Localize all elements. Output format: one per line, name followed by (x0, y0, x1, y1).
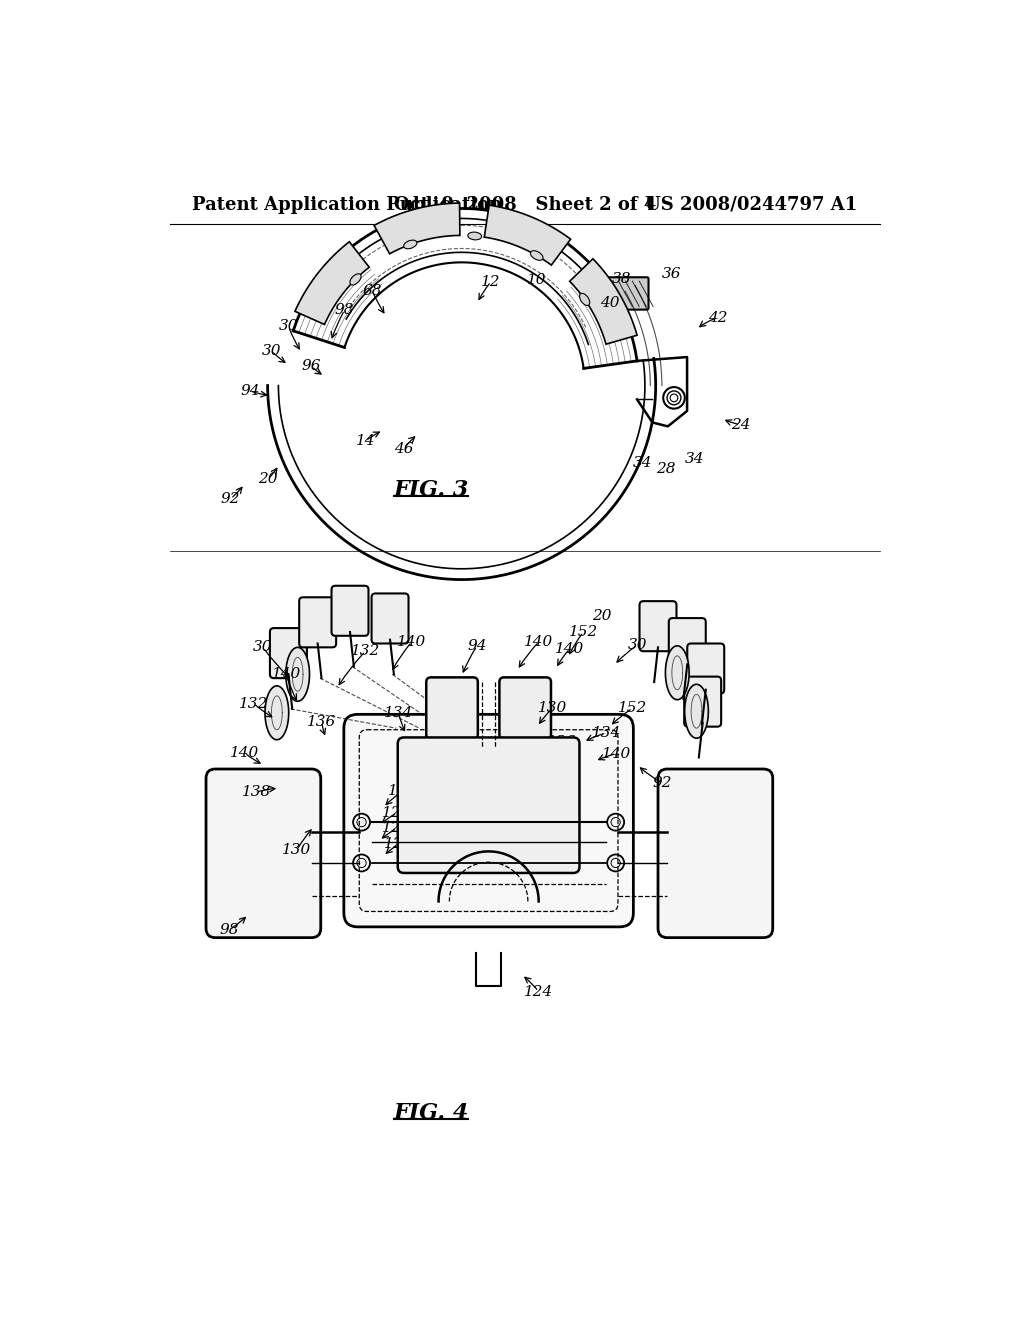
Text: 130: 130 (538, 701, 567, 715)
Ellipse shape (350, 273, 361, 285)
Text: 152: 152 (617, 701, 647, 715)
Text: 122: 122 (472, 826, 502, 841)
Text: 30: 30 (628, 638, 647, 652)
Text: 42: 42 (708, 310, 727, 325)
FancyBboxPatch shape (669, 618, 706, 668)
Text: 120: 120 (388, 784, 417, 799)
FancyBboxPatch shape (500, 677, 551, 739)
Text: 120: 120 (467, 808, 497, 821)
Text: 12: 12 (481, 275, 501, 289)
Text: 136: 136 (547, 735, 577, 748)
Text: 140: 140 (271, 668, 301, 681)
FancyBboxPatch shape (684, 677, 721, 726)
Text: FIG. 4: FIG. 4 (393, 1102, 469, 1125)
Text: 68: 68 (362, 284, 382, 298)
Polygon shape (685, 684, 709, 738)
Polygon shape (484, 205, 570, 265)
Text: 140: 140 (602, 747, 631, 760)
Text: 128: 128 (382, 821, 412, 836)
Text: 152: 152 (568, 624, 598, 639)
Text: 24: 24 (731, 418, 751, 432)
Polygon shape (265, 686, 289, 739)
Text: 126: 126 (476, 850, 506, 865)
Text: 136: 136 (307, 715, 336, 729)
Text: 10: 10 (527, 273, 547, 286)
Text: 30: 30 (279, 319, 298, 333)
Ellipse shape (580, 293, 590, 305)
Text: FIG. 3: FIG. 3 (393, 479, 469, 500)
Text: 94: 94 (467, 639, 486, 653)
Text: 132: 132 (240, 697, 268, 710)
Ellipse shape (468, 232, 481, 240)
Text: 40: 40 (600, 296, 620, 310)
Text: 30: 30 (262, 345, 282, 358)
Ellipse shape (403, 240, 417, 248)
Ellipse shape (530, 251, 543, 260)
Text: 140: 140 (555, 642, 584, 656)
Text: 134: 134 (384, 706, 413, 719)
Text: 36: 36 (662, 267, 681, 281)
Text: 138: 138 (242, 785, 270, 799)
Text: 98: 98 (219, 923, 239, 937)
FancyBboxPatch shape (206, 770, 321, 937)
Text: 20: 20 (592, 609, 611, 623)
FancyBboxPatch shape (601, 277, 648, 310)
Text: 20: 20 (258, 473, 278, 487)
FancyBboxPatch shape (687, 644, 724, 693)
Text: 94: 94 (241, 384, 260, 397)
Text: 140: 140 (524, 635, 553, 649)
FancyBboxPatch shape (426, 677, 478, 739)
FancyBboxPatch shape (332, 586, 369, 636)
Text: US 2008/0244797 A1: US 2008/0244797 A1 (645, 195, 857, 214)
Polygon shape (374, 203, 460, 253)
Polygon shape (295, 242, 370, 325)
Text: 126: 126 (384, 837, 413, 851)
Text: 38: 38 (612, 272, 632, 286)
Polygon shape (666, 645, 689, 700)
Text: 134: 134 (592, 726, 621, 739)
Text: 14: 14 (355, 434, 375, 447)
FancyBboxPatch shape (299, 597, 336, 647)
FancyBboxPatch shape (344, 714, 634, 927)
FancyBboxPatch shape (397, 738, 580, 873)
Text: 30: 30 (253, 640, 272, 655)
Text: 34: 34 (633, 457, 652, 470)
FancyBboxPatch shape (270, 628, 307, 678)
Text: 122: 122 (382, 807, 412, 820)
Text: 92: 92 (221, 492, 241, 506)
Text: 130: 130 (283, 843, 311, 857)
Text: 124: 124 (524, 985, 553, 998)
Text: 98: 98 (335, 304, 354, 317)
Text: Oct. 9, 2008   Sheet 2 of 4: Oct. 9, 2008 Sheet 2 of 4 (393, 195, 656, 214)
Text: 140: 140 (230, 746, 259, 760)
Polygon shape (569, 259, 637, 345)
Text: 46: 46 (394, 442, 414, 455)
Text: 132: 132 (351, 644, 380, 659)
FancyBboxPatch shape (640, 601, 677, 651)
Text: 128: 128 (551, 748, 581, 763)
Text: 34: 34 (684, 453, 703, 466)
Text: 96: 96 (302, 359, 322, 374)
FancyBboxPatch shape (658, 770, 773, 937)
FancyBboxPatch shape (372, 594, 409, 644)
Polygon shape (286, 647, 309, 701)
Text: 126: 126 (407, 799, 436, 812)
Text: 28: 28 (656, 462, 676, 475)
Text: 140: 140 (397, 635, 426, 649)
Text: 92: 92 (652, 776, 672, 789)
Text: Patent Application Publication: Patent Application Publication (193, 195, 503, 214)
